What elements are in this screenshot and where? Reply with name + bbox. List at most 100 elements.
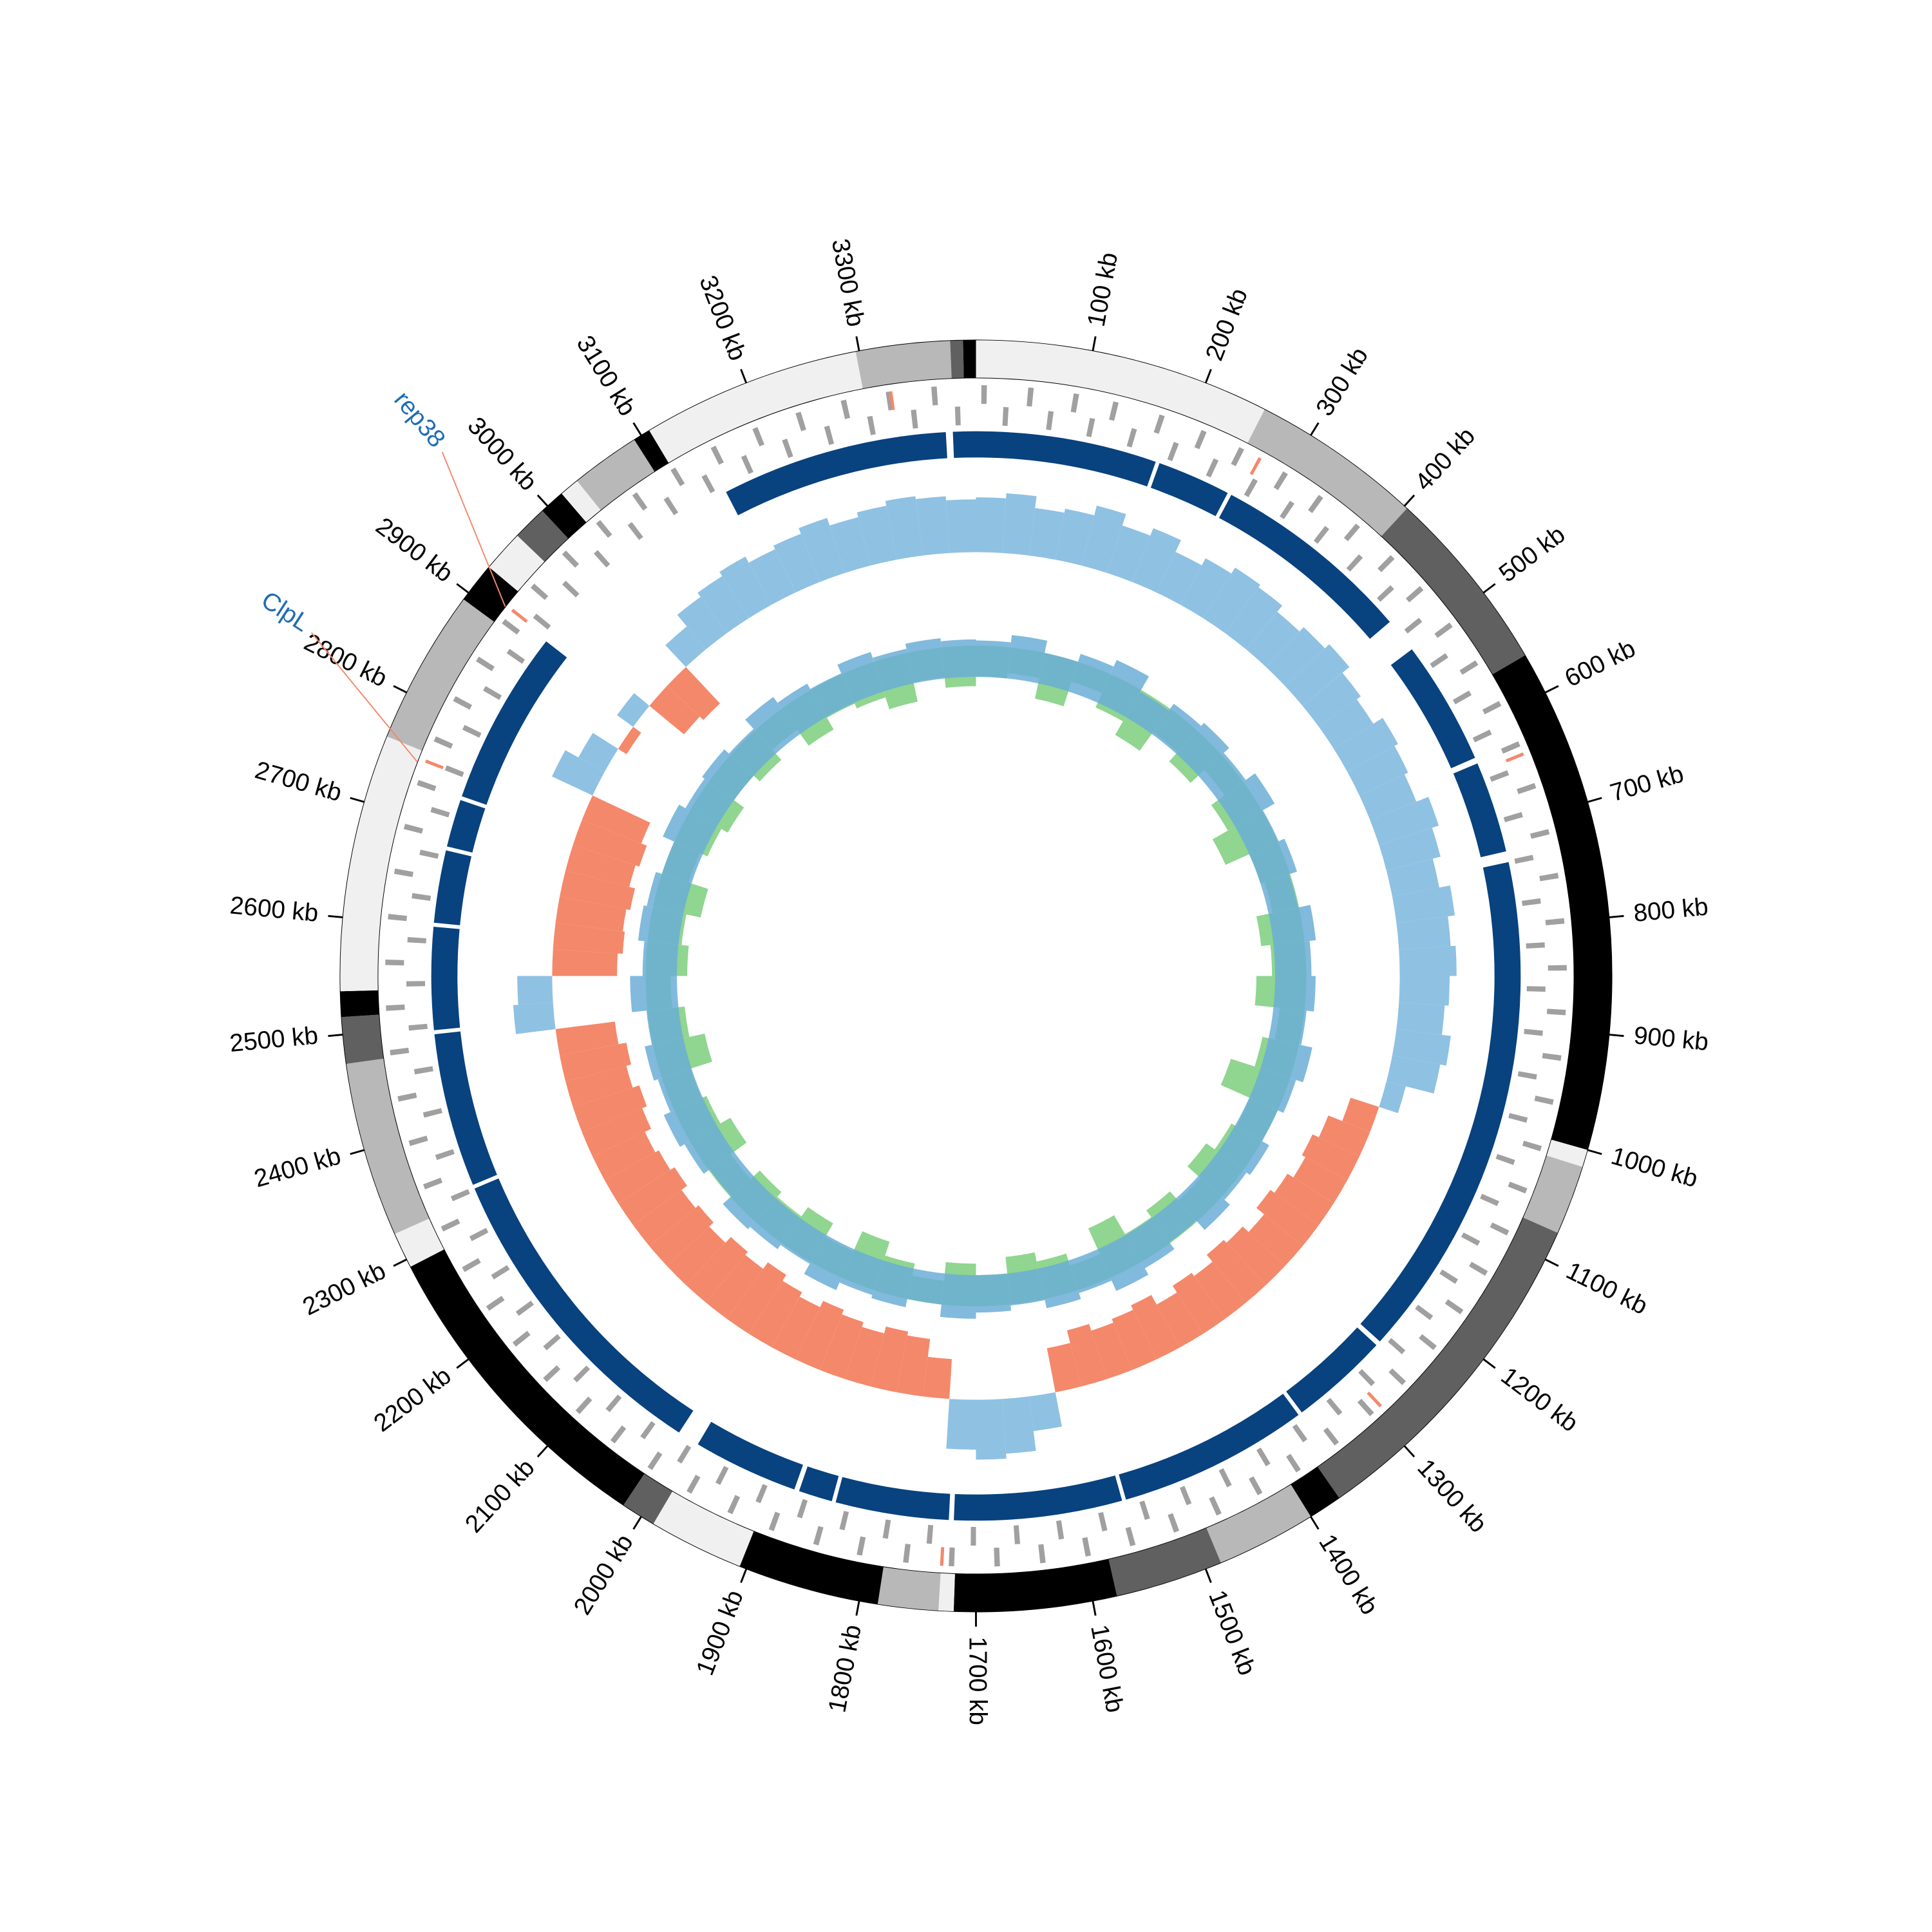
gene-reverse [1461,1232,1481,1246]
block [462,641,567,805]
skew-bar [667,667,721,721]
tick [393,685,408,694]
skew-bar [706,1255,764,1319]
gene-highlighted [1367,1391,1382,1408]
skew-bar [1392,1028,1451,1066]
tick [393,1258,408,1267]
skew-bar [1347,746,1408,796]
content-bar [940,1273,976,1319]
content-bar [1260,1038,1312,1083]
tick [632,422,643,437]
gene-reverse [1313,526,1330,544]
gene-reverse [1430,653,1448,668]
segment [938,1573,955,1611]
gene-forward [390,1047,410,1056]
skew-bar [820,1314,864,1379]
skew-bar [1046,1343,1082,1392]
gene-reverse [1377,585,1394,602]
block [952,431,976,459]
segment [963,340,976,378]
gene-forward [543,1365,561,1382]
gene-reverse [407,937,426,943]
block [1286,1327,1377,1413]
tick-label: 2800 kb [299,629,391,693]
skew-bar [553,923,625,954]
block [1360,862,1521,1341]
gene-reverse [867,415,876,435]
tick [1482,583,1496,594]
skew-bar [1091,1322,1132,1379]
gene-forward [752,427,764,447]
skew-bar [1132,528,1181,593]
tick-label: 1900 kb [691,1586,749,1679]
content-bar [1268,1007,1307,1045]
block [954,1475,1122,1521]
skew-bar [923,1356,952,1399]
skew-bar [870,1326,909,1392]
skew-bar [748,549,796,605]
tick-label: 800 kb [1633,893,1710,927]
gene-reverse [1098,1511,1108,1531]
content-bar [1198,753,1246,800]
tick [456,583,469,594]
gene-reverse [677,1444,692,1464]
gene-reverse [1480,1193,1499,1206]
tick-label: 2900 kb [370,512,458,587]
segment [346,1058,430,1234]
gene-forward [575,1396,592,1414]
tick-label: 2600 kb [229,891,319,927]
gene-forward [687,1474,701,1494]
skew-bar [976,497,1007,553]
gene-highlighted [1505,752,1524,762]
skew-bar [1131,1294,1180,1359]
gene-reverse [715,1466,729,1485]
gene-reverse [1415,1304,1434,1320]
tick-label: 400 kb [1410,422,1481,497]
block [1150,463,1228,516]
gene-forward [1194,430,1207,450]
annotation-line [310,632,418,762]
skew-bar [946,1399,976,1450]
skew-bar [677,596,727,650]
tick [1544,685,1559,694]
gene-reverse [422,1108,442,1118]
skew-bar [1028,507,1065,560]
gene-reverse [1292,1424,1308,1443]
tick-label: 2300 kb [298,1256,390,1321]
content-bar [1235,1097,1278,1141]
skew-bar [976,1399,1007,1460]
gene-reverse [839,1511,849,1531]
segment [395,1218,444,1267]
tick [1403,1444,1416,1458]
block [433,850,472,925]
gene-forward [1459,660,1479,675]
skew-bar [604,1150,670,1204]
gene-forward [1405,586,1424,603]
gene-reverse [1280,500,1294,520]
skew-bar [1112,1309,1157,1370]
gene-forward [1082,1537,1092,1557]
gene-forward [1249,1476,1263,1495]
skew-bar [649,1205,714,1266]
gene-reverse [506,649,526,664]
skew-bar [565,845,636,887]
gene-forward [596,520,612,538]
segment [739,1531,884,1604]
gene-reverse [450,1189,470,1202]
gene-forward [440,1218,460,1232]
gene-reverse [1358,1368,1376,1387]
gene-reverse [1206,458,1219,478]
content-bar [1176,1176,1230,1230]
segment [1318,1217,1558,1498]
skew-bar [1386,1055,1441,1094]
skew-bar [633,1189,696,1246]
gene-reverse [406,981,426,987]
block [1218,495,1390,639]
gene-reverse [435,1149,455,1160]
gene-reverse [1002,406,1009,426]
skew-bar [1002,493,1037,556]
content-bar [745,697,800,754]
segment [340,990,379,1018]
gene-reverse [926,1524,934,1544]
